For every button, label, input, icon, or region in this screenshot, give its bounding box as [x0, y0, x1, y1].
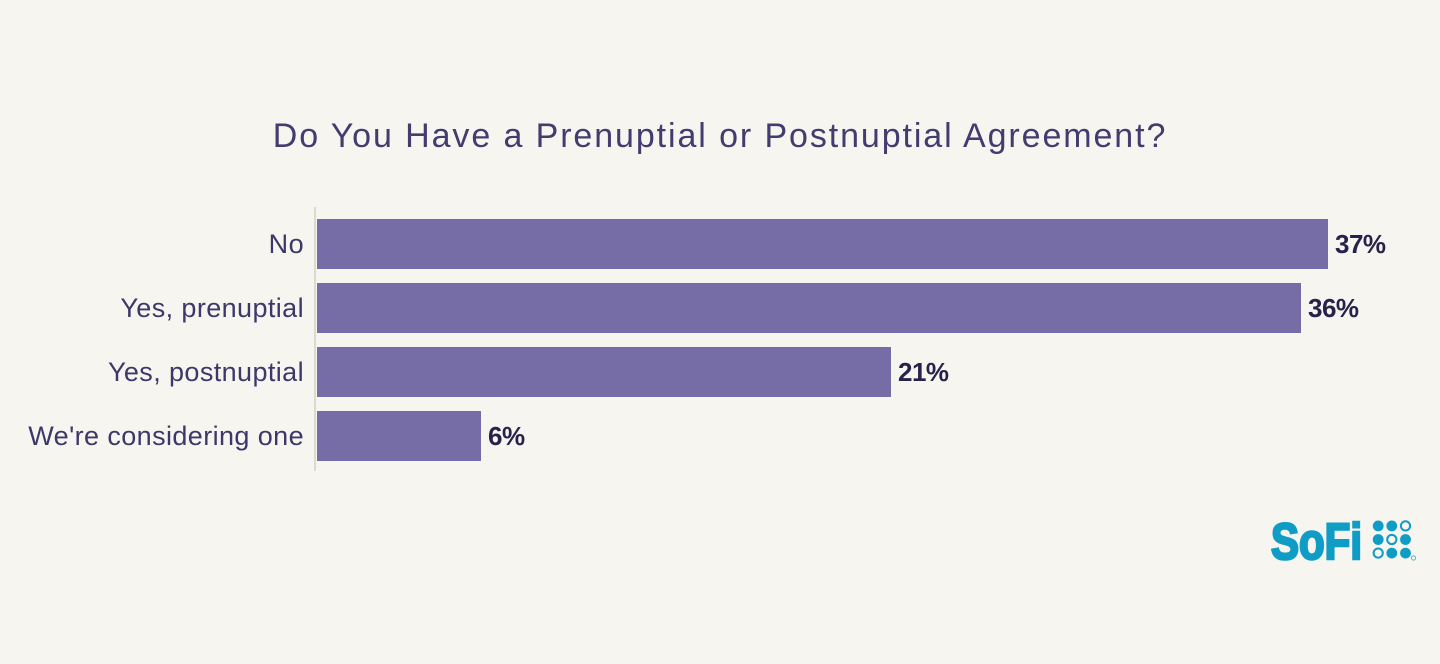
svg-text:SoFi: SoFi — [1271, 516, 1362, 566]
